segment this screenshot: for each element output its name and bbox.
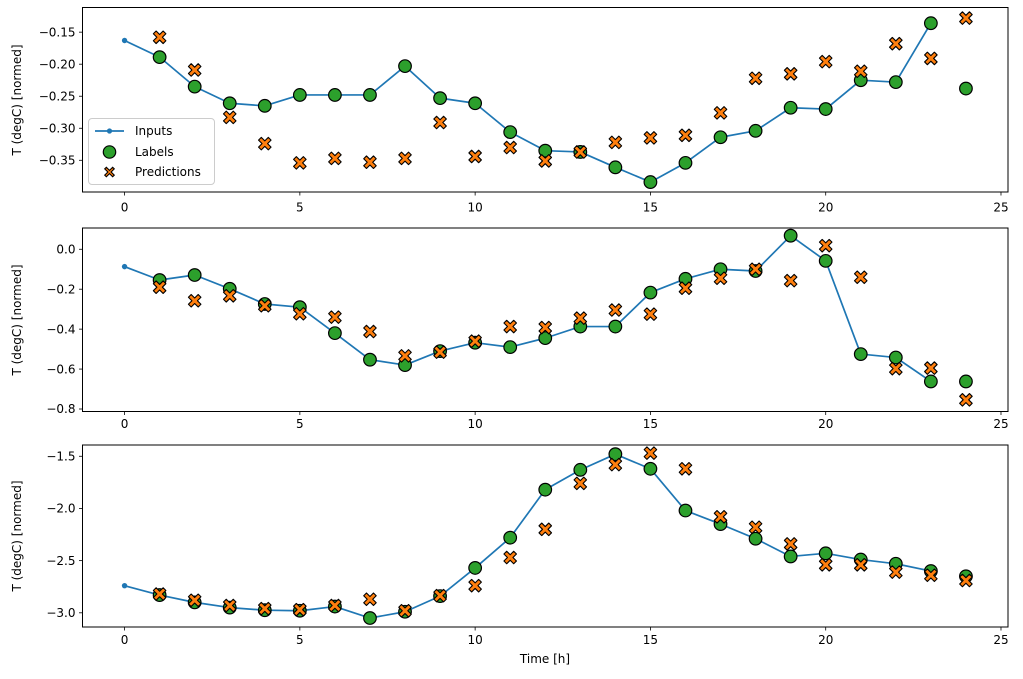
x-tick-label: 0 [121,417,129,431]
inputs-line-icon [95,128,124,134]
subplot-0: 0 5 10 15 20 25 −0.15 −0.20 −0.25 −0.30 −0.35 [39,7,1009,215]
axes-frame [82,7,1009,193]
y-tick-label: −2.5 [46,554,75,568]
x-tick-label: 25 [993,633,1008,647]
predictions-markers [152,11,973,170]
inputs-dots [121,451,934,621]
y-tick-label: −0.15 [39,25,76,39]
y-tick-label: −2.0 [46,502,75,516]
axes-frame [82,444,1009,628]
legend-item-labels: Labels [94,142,208,162]
y-tick-label: −3.0 [46,606,75,620]
legend-item-predictions: Predictions [94,162,208,182]
x-tick-label: 5 [296,633,304,647]
y-tick-label: −0.25 [39,89,76,103]
x-tick-label: 0 [121,201,129,215]
y-tick-label: −0.6 [46,362,75,376]
x-axis-label: Time [h] [519,652,571,666]
axes-frame [82,227,1009,412]
inputs-line [124,453,932,619]
y-tick-label: −0.35 [39,153,76,167]
x-tick-label: 15 [643,201,658,215]
y-tick-label: −1.5 [46,449,75,463]
x-tick-label: 20 [818,633,833,647]
y-tick-label: −0.2 [46,282,75,296]
inputs-dots [121,232,934,385]
x-tick-label: 10 [467,633,482,647]
inputs-line [124,234,932,383]
subplot-1: 0 5 10 15 20 25 0.0 −0.2 −0.4 −0.6 −0.8 [46,227,1009,431]
labels-markers [152,447,973,625]
subplot-2: 0 5 10 15 20 25 −1.5 −2.0 −2.5 −3.0 [46,444,1009,647]
legend: Inputs Labels Predictions [88,118,215,185]
x-tick-label: 10 [467,201,482,215]
x-tick-label: 20 [818,201,833,215]
axis-ticks: 0 5 10 15 20 25 −0.15 −0.20 −0.25 −0.30 −0.35 [39,25,1009,214]
predictions-markers [152,238,973,407]
y-tick-label: −0.30 [39,121,76,135]
y-axis-label-top: T (degC) [normed] [10,44,24,156]
x-tick-label: 10 [467,417,482,431]
y-tick-label: −0.20 [39,57,76,71]
y-axis-label-middle: T (degC) [normed] [10,264,24,376]
legend-item-inputs: Inputs [94,121,208,141]
y-tick-label: −0.4 [46,322,75,336]
x-tick-label: 15 [643,633,658,647]
inputs-dots [121,20,934,185]
labels-markers [152,228,973,389]
x-tick-label: 25 [993,201,1008,215]
legend-label-predictions: Predictions [135,164,201,179]
predictions-x-icon [103,166,116,178]
axis-ticks: 0 5 10 15 20 25 −1.5 −2.0 −2.5 −3.0 [46,449,1008,647]
predictions-markers [152,446,973,618]
x-tick-label: 15 [643,417,658,431]
y-tick-label: −0.8 [46,402,75,416]
y-tick-label: 0.0 [56,242,75,256]
axis-ticks: 0 5 10 15 20 25 0.0 −0.2 −0.4 −0.6 −0.8 [46,242,1008,431]
legend-label-labels: Labels [135,144,174,159]
x-tick-label: 5 [296,201,304,215]
legend-label-inputs: Inputs [135,124,173,139]
x-tick-label: 25 [993,417,1008,431]
inputs-line [124,22,932,183]
labels-circle-icon [102,144,117,159]
x-tick-label: 20 [818,417,833,431]
y-axis-label-bottom: T (degC) [normed] [10,480,24,592]
x-tick-label: 0 [121,633,129,647]
x-tick-label: 5 [296,417,304,431]
labels-markers [152,16,973,189]
